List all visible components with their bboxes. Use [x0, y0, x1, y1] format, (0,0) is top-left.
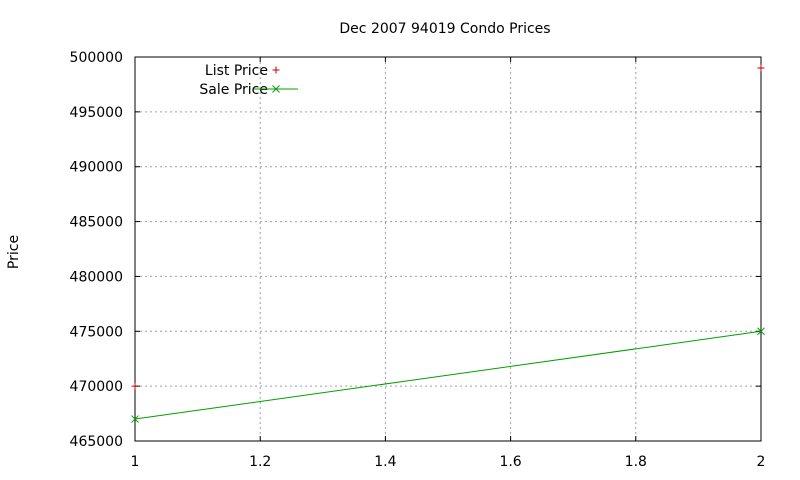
x-tick-label: 1.4	[374, 454, 396, 470]
list-price-point	[757, 64, 765, 72]
series-sale-price	[131, 327, 765, 423]
y-tick-label: 490000	[70, 160, 123, 176]
chart-title: Dec 2007 94019 Condo Prices	[339, 21, 550, 37]
x-tick-label: 1.6	[499, 454, 521, 470]
plot-frame	[134, 56, 762, 442]
y-axis-title: Price	[6, 235, 22, 269]
y-tick-label: 500000	[70, 50, 123, 66]
x-tick-label: 1.8	[625, 454, 647, 470]
x-tick-label: 1	[131, 454, 140, 470]
legend-marker-list-price	[272, 66, 280, 74]
legend-label-sale-price: Sale Price	[199, 82, 268, 98]
legend-label-list-price: List Price	[205, 63, 268, 79]
y-tick-label: 480000	[70, 269, 123, 285]
sale-price-point	[131, 415, 139, 423]
y-tick-label: 485000	[70, 215, 123, 231]
x-tick-label: 2	[757, 454, 766, 470]
y-tick-label: 470000	[70, 379, 123, 395]
y-tick-label: 475000	[70, 324, 123, 340]
axis-ticks: 1 1.2 1.4 1.6 1.8 2 465000 470000 475000 480000 48…	[70, 50, 766, 470]
y-tick-label: 465000	[70, 434, 123, 450]
sale-price-line	[134, 330, 762, 420]
legend: List Price Sale Price	[199, 63, 298, 98]
series-list-price	[131, 64, 765, 390]
series-layer	[131, 64, 765, 423]
y-tick-label: 495000	[70, 105, 123, 121]
x-tick-label: 1.2	[249, 454, 271, 470]
legend-marker-sale-price	[272, 85, 280, 93]
sale-price-point	[757, 327, 765, 336]
grid	[135, 57, 761, 441]
list-price-point	[131, 382, 139, 390]
